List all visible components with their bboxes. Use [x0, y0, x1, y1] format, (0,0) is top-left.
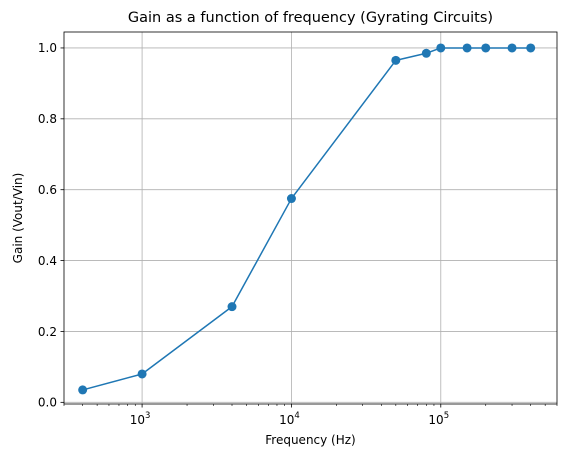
- chart-title: Gain as a function of frequency (Gyratin…: [128, 10, 493, 26]
- y-axis-label: Gain (Vout/Vin): [11, 173, 25, 264]
- data-point: [526, 43, 535, 52]
- data-point: [436, 43, 445, 52]
- y-tick-label: 1.0: [38, 41, 57, 55]
- y-tick-label: 0.2: [38, 325, 57, 339]
- data-point: [138, 369, 147, 378]
- data-point: [287, 194, 296, 203]
- data-point: [508, 43, 517, 52]
- y-tick-label: 0.0: [38, 396, 57, 410]
- data-point: [228, 302, 237, 311]
- y-tick-label: 0.8: [38, 112, 57, 126]
- y-tick-label: 0.6: [38, 183, 57, 197]
- data-point: [422, 49, 431, 58]
- x-axis-label: Frequency (Hz): [265, 433, 356, 447]
- data-point: [481, 43, 490, 52]
- y-tick-label: 0.4: [38, 254, 57, 268]
- data-point: [463, 43, 472, 52]
- data-point: [78, 385, 87, 394]
- data-point: [391, 56, 400, 65]
